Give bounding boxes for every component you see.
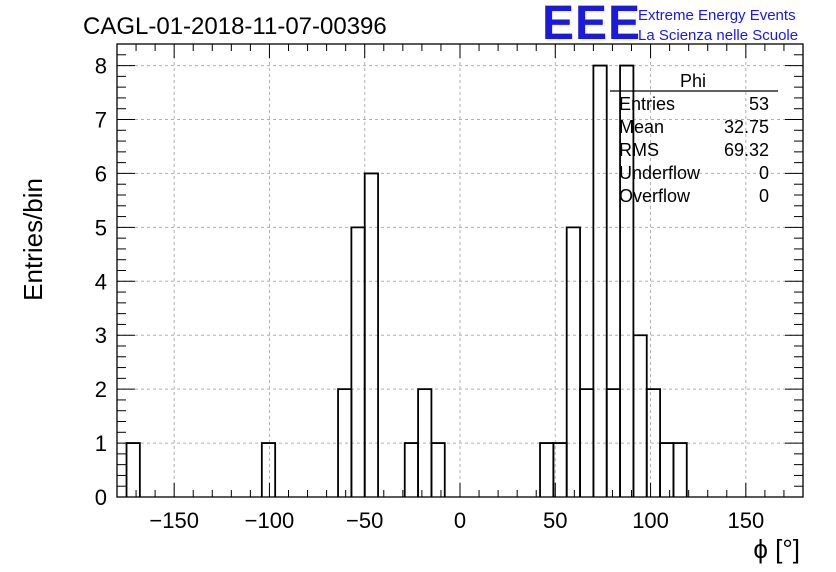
stats-title: Phi: [680, 71, 706, 91]
y-tick-label: 2: [95, 377, 107, 402]
histogram-bin: [363, 172, 379, 497]
histogram-bin: [350, 226, 366, 497]
y-tick-label: 4: [95, 269, 107, 294]
x-tick-label: 0: [454, 508, 466, 533]
histogram-bars: [125, 64, 688, 497]
stats-row-value: 32.75: [724, 117, 769, 137]
x-tick-label: 100: [632, 508, 669, 533]
chart-title: CAGL-01-2018-11-07-00396: [83, 13, 387, 40]
x-tick-label: −150: [149, 508, 199, 533]
stats-row-label: Overflow: [619, 186, 691, 206]
y-tick-label: 8: [95, 54, 107, 79]
eee-logo-line2: La Scienza nelle Scuole: [638, 27, 798, 44]
y-tick-label: 6: [95, 161, 107, 186]
y-tick-label: 0: [95, 485, 107, 510]
stats-row-value: 0: [759, 186, 769, 206]
histogram-bin: [672, 442, 688, 497]
histogram-bin: [605, 388, 621, 497]
x-tick-label: 50: [543, 508, 567, 533]
stats-row-label: Mean: [619, 117, 664, 137]
y-axis-title: Entries/bin: [18, 178, 48, 301]
histogram-bin: [260, 442, 277, 497]
x-axis-title: ϕ [°]: [753, 534, 800, 564]
stats-row-value: 53: [749, 94, 769, 114]
histogram-bin: [632, 334, 648, 497]
histogram-bin: [403, 442, 419, 497]
stats-row-label: Entries: [619, 94, 675, 114]
x-tick-label: 150: [727, 508, 764, 533]
histogram-bin: [619, 64, 635, 497]
stats-box: Phi Entries 53 Mean 32.75 RMS 69.32 Underflow 0…: [610, 71, 778, 206]
stats-row-value: 0: [759, 163, 769, 183]
histogram-bin: [539, 442, 555, 497]
x-tick-labels: −150 −100 −50 0 50 100 150: [149, 508, 764, 533]
histogram-bin: [565, 226, 581, 497]
y-tick-label: 5: [95, 215, 107, 240]
axis-ticks: [117, 43, 803, 498]
y-tick-label: 3: [95, 323, 107, 348]
y-tick-label: 7: [95, 108, 107, 133]
stats-row-value: 69.32: [724, 140, 769, 160]
y-tick-label: 1: [95, 431, 107, 456]
histogram-bin: [125, 442, 141, 497]
eee-logo-line1: Extreme Energy Events: [638, 7, 796, 24]
eee-logo: EEE Extreme Energy Events La Scienza nel…: [542, 0, 798, 50]
plot-frame: [116, 43, 804, 498]
eee-logo-mark: EEE: [542, 0, 641, 50]
stats-rows: Entries 53 Mean 32.75 RMS 69.32 Underflow 0 Over…: [619, 94, 769, 206]
stats-row-label: Underflow: [619, 163, 701, 183]
stats-row-label: RMS: [619, 140, 659, 160]
grid-lines: [117, 44, 803, 498]
y-tick-labels: 0 1 2 3 4 5 6 7 8: [95, 54, 107, 510]
x-tick-label: −100: [245, 508, 295, 533]
histogram-bin: [592, 64, 608, 497]
histogram-bin: [430, 442, 446, 497]
x-tick-label: −50: [346, 508, 383, 533]
histogram-bin: [659, 442, 675, 497]
